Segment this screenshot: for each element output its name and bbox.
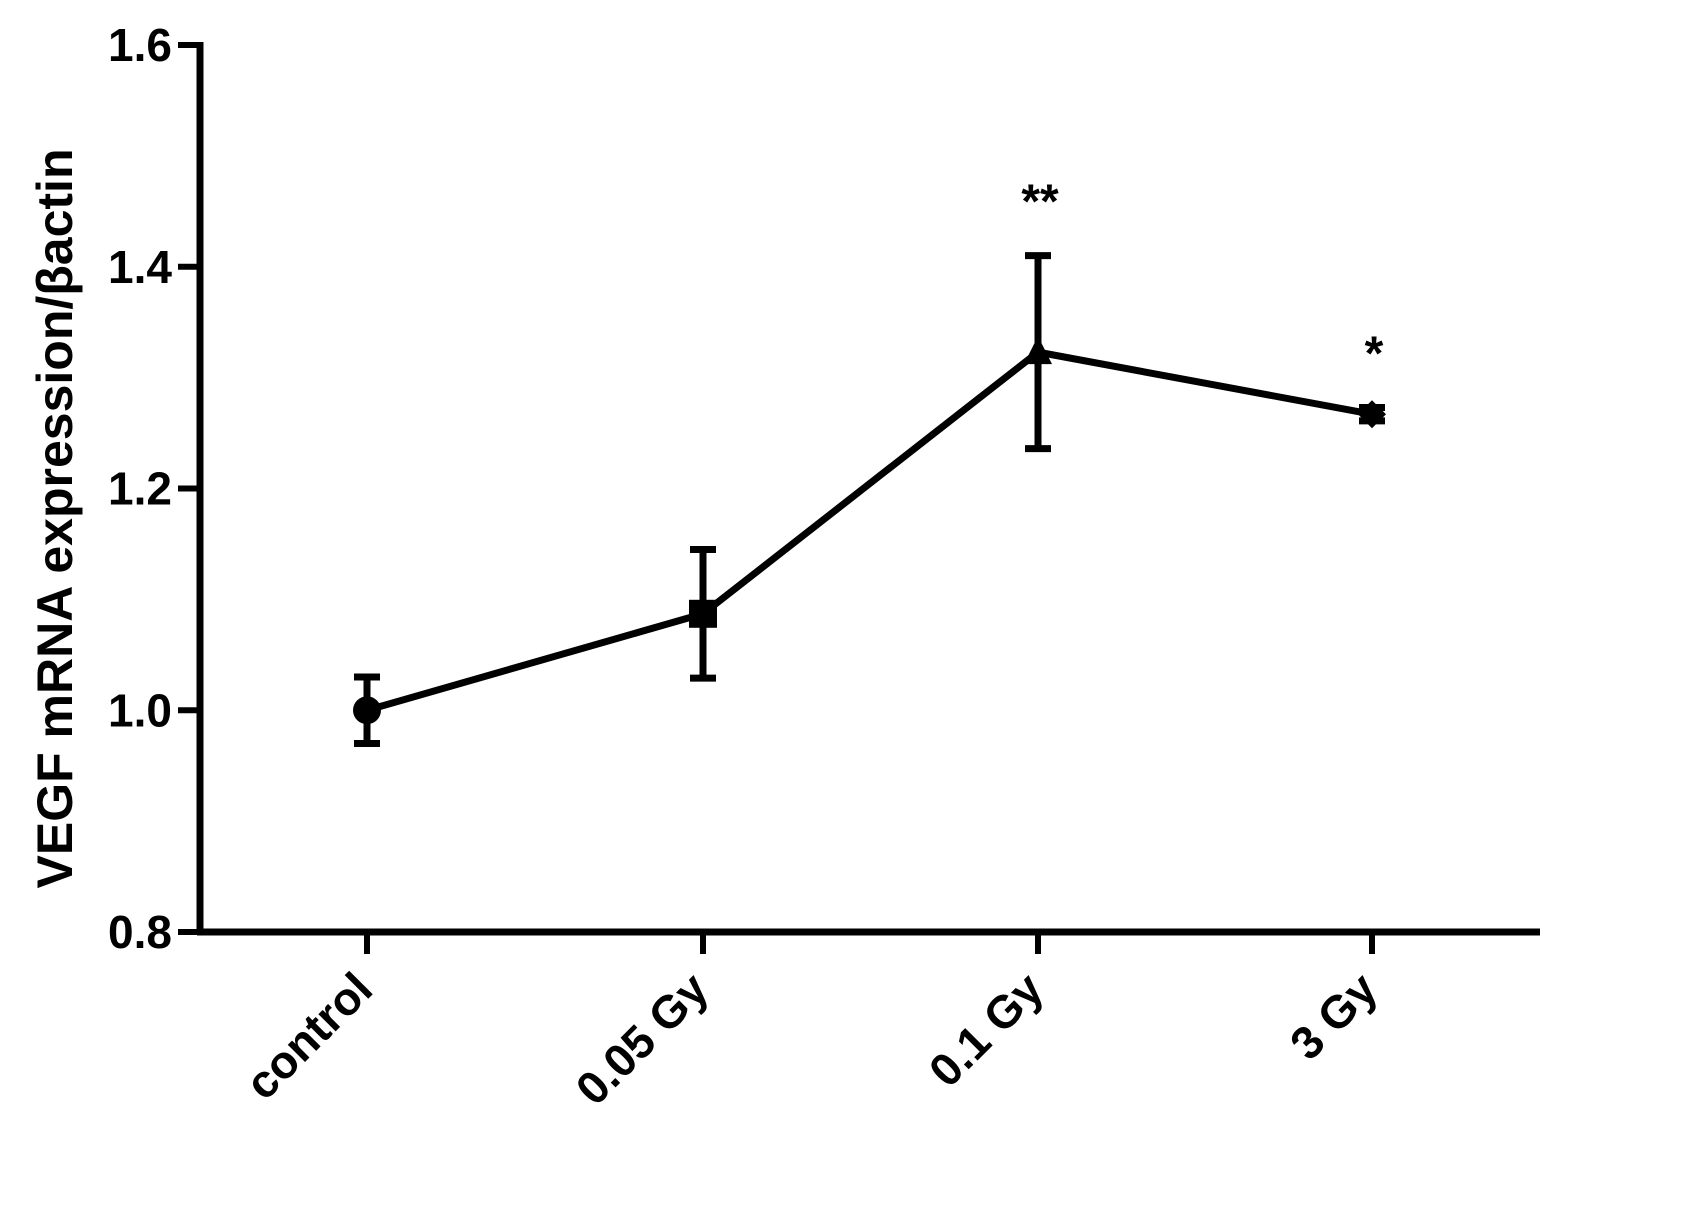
x-tick-label: control — [235, 962, 382, 1109]
y-tick-label: 1.0 — [108, 684, 172, 736]
x-tick-label: 3 Gy — [1280, 962, 1388, 1070]
data-point — [353, 696, 381, 725]
series-layer — [353, 252, 1386, 748]
significance-annotation: ** — [1021, 176, 1059, 229]
y-axis-title: VEGF mRNA expression/βactin — [27, 149, 83, 889]
annotations: *** — [1021, 176, 1383, 381]
significance-annotation: * — [1365, 328, 1384, 381]
y-tick-label: 1.4 — [108, 241, 172, 293]
data-point — [689, 599, 717, 628]
y-tick-label: 0.8 — [108, 906, 172, 958]
y-ticks: 0.8 1.0 1.2 1.4 1.6 — [108, 19, 200, 958]
data-point — [1358, 400, 1386, 429]
x-tick-label: 0.1 Gy — [919, 962, 1054, 1097]
x-tick-label: 0.05 Gy — [566, 962, 719, 1115]
data-point — [1024, 336, 1052, 365]
series-line — [366, 348, 1373, 714]
y-tick-label: 1.6 — [108, 19, 172, 71]
x-ticks: control 0.05 Gy 0.1 Gy 3 Gy — [235, 932, 1387, 1115]
y-tick-label: 1.2 — [108, 463, 172, 515]
